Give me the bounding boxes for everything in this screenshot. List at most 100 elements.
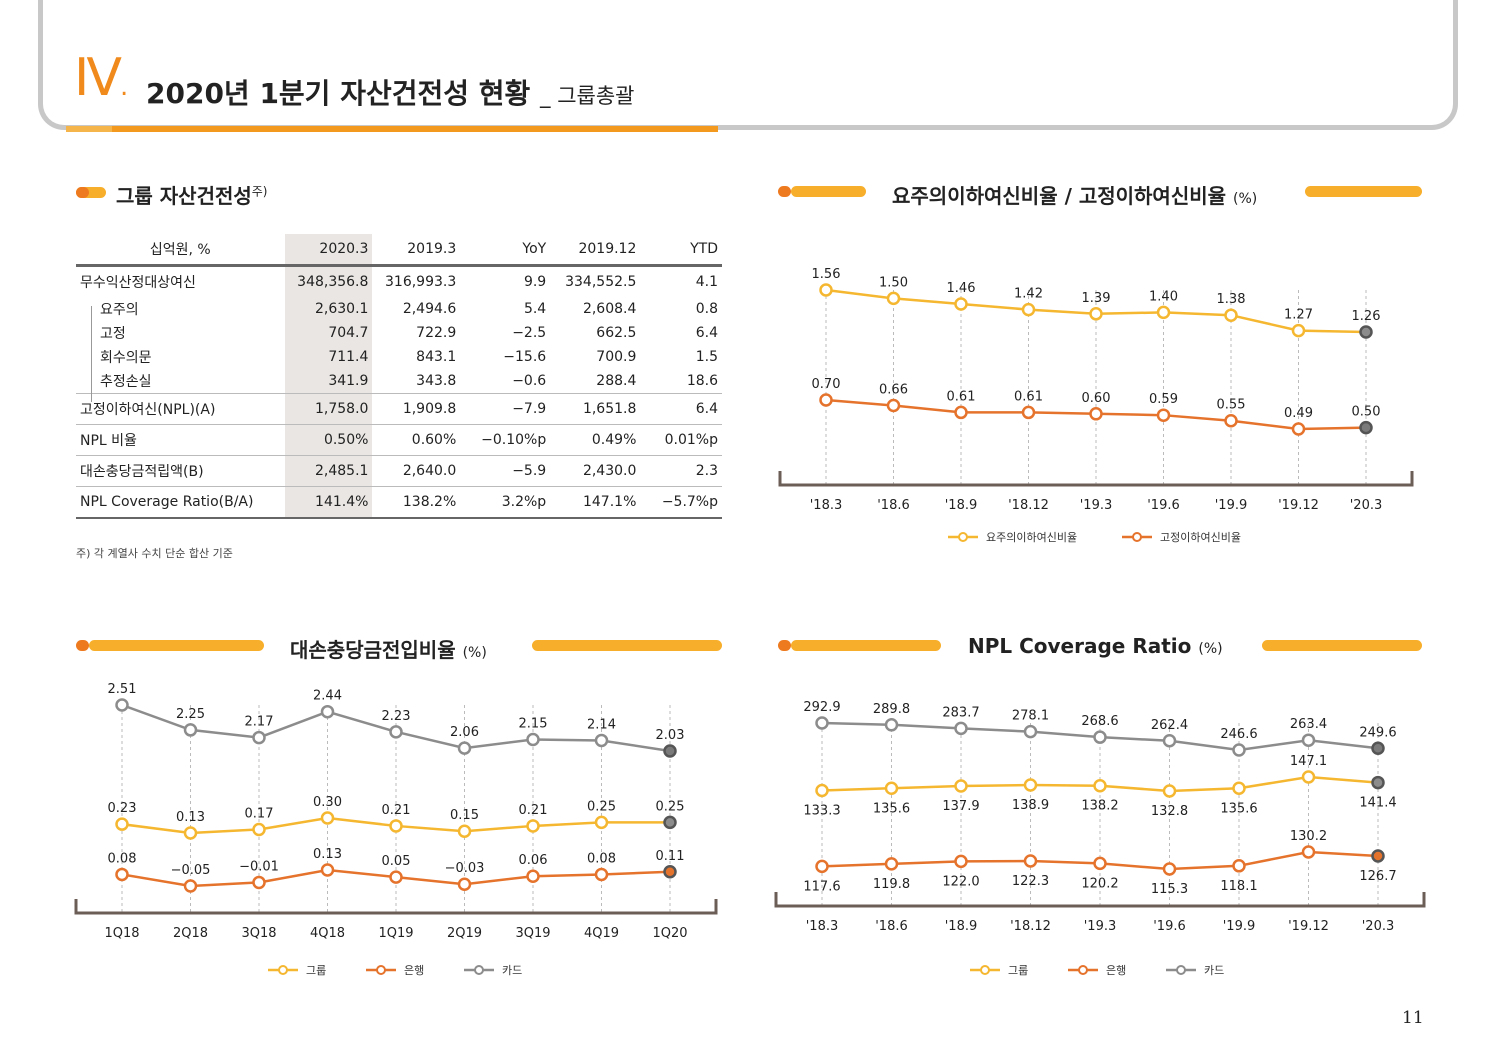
x-tick-label: '18.12 — [1010, 919, 1051, 934]
chart3: '18.3 '18.6 '18.9 '18.12 '19.3 '19.6 '19.9 '19.… — [774, 700, 1426, 977]
x-tick-label: '18.12 — [1008, 498, 1049, 513]
data-point — [252, 822, 266, 837]
data-point — [954, 405, 968, 420]
data-point — [389, 819, 403, 833]
table-cell: NPL Coverage Ratio(B/A) — [76, 486, 285, 519]
table-cell: 6.4 — [695, 325, 718, 341]
x-tick-label: '19.9 — [1215, 498, 1248, 513]
data-label: 0.61 — [947, 389, 976, 404]
data-point — [115, 817, 129, 831]
table-cell: 147.1% — [550, 486, 641, 519]
data-point — [1371, 741, 1385, 756]
data-label: 246.6 — [1220, 727, 1257, 742]
table-cell: 요주의 — [100, 302, 139, 318]
data-label: 0.60 — [1082, 391, 1111, 406]
table-cell: 9.9 — [523, 274, 547, 290]
data-point — [884, 781, 899, 796]
table-cell: −2.5 — [512, 325, 547, 341]
data-point — [526, 869, 540, 883]
data-label: 292.9 — [803, 700, 840, 715]
data-point — [1023, 854, 1038, 868]
page-title: 2020년 1분기 자산건전성 현황 _ 그룹총괄 — [146, 77, 635, 110]
chart2: 1Q18 2Q18 3Q18 4Q18 1Q19 2Q19 3Q19 4Q19 1Q20 2.51… — [74, 682, 718, 977]
table-cell: 138.2% — [372, 486, 461, 519]
data-label: 0.11 — [656, 849, 685, 864]
table-cell: NPL 비율 — [76, 424, 285, 456]
data-label: 119.8 — [873, 877, 910, 892]
chart1-marker-dot — [778, 186, 791, 197]
chart3-marker-right — [1262, 640, 1422, 651]
table-cell: 4.1 — [695, 274, 718, 290]
x-tick-label: '19.12 — [1278, 498, 1319, 513]
x-tick-label: '18.9 — [945, 498, 978, 513]
data-point — [954, 297, 968, 311]
table-cell: 18.6 — [686, 373, 718, 389]
table-cell: −5.7%p — [640, 486, 722, 519]
header-frame — [38, 0, 1458, 130]
data-label: 130.2 — [1290, 829, 1327, 844]
data-point — [1359, 325, 1373, 339]
data-label: 2.23 — [382, 709, 411, 724]
table-cell: 316,993.3 — [385, 274, 457, 290]
x-tick-label: 3Q18 — [241, 926, 276, 941]
data-label: 0.08 — [587, 851, 616, 866]
data-label: 0.66 — [879, 383, 908, 398]
chart1-title: 요주의이하여신비율 / 고정이하여신비율 (%) — [892, 184, 1258, 208]
data-point — [1156, 305, 1171, 320]
section-number: Ⅳ. — [74, 48, 128, 108]
legend-marker — [474, 965, 484, 975]
table-cell: 무수익산정대상여신 — [80, 275, 196, 291]
legend-label: 카드 — [502, 964, 522, 977]
x-tick-label: 4Q19 — [584, 926, 619, 941]
data-label: −0.01 — [239, 859, 279, 874]
data-point — [819, 393, 833, 407]
data-point — [389, 725, 403, 739]
data-point — [1021, 302, 1036, 317]
data-label: 0.49 — [1284, 406, 1313, 421]
footnote: 주) 각 계열사 수치 단순 합산 기준 — [76, 547, 233, 560]
table-header-cell: YTD — [640, 234, 722, 267]
table-row: NPL Coverage Ratio(B/A) 141.4% 138.2% 3.2%p… — [76, 486, 722, 519]
data-point — [1162, 862, 1177, 876]
x-tick-label: 1Q18 — [104, 926, 139, 941]
table-cell: 5.4 — [523, 301, 547, 317]
data-point — [1232, 859, 1246, 873]
legend-label: 고정이하여신비율 — [1160, 530, 1241, 544]
legend-marker — [1132, 532, 1142, 542]
data-label: 138.9 — [1012, 798, 1049, 813]
data-label: 1.50 — [879, 275, 908, 290]
chart2-title: 대손충당금전입비율 (%) — [290, 638, 487, 662]
asset-quality-table: 십억원, % 2020.3 2019.3 YoY 2019.12 YTD 무수익산정대상여… — [76, 234, 722, 519]
data-point — [1291, 422, 1306, 436]
data-point — [526, 819, 540, 833]
data-label: 137.9 — [942, 799, 979, 814]
data-label: 262.4 — [1151, 718, 1188, 733]
data-point — [819, 283, 833, 297]
data-point — [1224, 308, 1238, 322]
data-label: 0.08 — [108, 851, 137, 866]
data-point — [1232, 781, 1246, 796]
x-tick-label: '18.9 — [945, 919, 978, 934]
data-point — [389, 870, 403, 884]
table-row: 요주의 2,630.1 2,494.6 5.4 2,608.4 0.8 — [76, 297, 722, 321]
x-tick-label: '19.6 — [1153, 919, 1186, 934]
table-cell: 대손충당금적립액(B) — [76, 455, 285, 487]
x-tick-label: 3Q19 — [515, 926, 550, 941]
data-point — [954, 779, 968, 793]
data-label: 126.7 — [1359, 869, 1396, 884]
x-tick-label: '19.12 — [1288, 919, 1329, 934]
table-cell: 0.01%p — [640, 424, 722, 456]
table-row: 고정이하여신(NPL)(A) 1,758.0 1,909.8 −7.9 1,651.8 6… — [76, 393, 722, 425]
x-tick-label: '19.6 — [1147, 498, 1180, 513]
table-cell: 348,356.8 — [284, 265, 373, 297]
data-label: 0.70 — [812, 377, 841, 392]
data-label: 147.1 — [1290, 754, 1327, 769]
x-tick-label: '18.3 — [806, 919, 839, 934]
x-axis — [778, 471, 1414, 487]
data-point — [115, 867, 129, 882]
x-axis — [74, 899, 718, 915]
chart3-marker — [791, 640, 941, 651]
data-label: 0.06 — [519, 853, 548, 868]
x-tick-label: 1Q20 — [652, 926, 687, 941]
table-cell: 2.3 — [640, 455, 722, 487]
